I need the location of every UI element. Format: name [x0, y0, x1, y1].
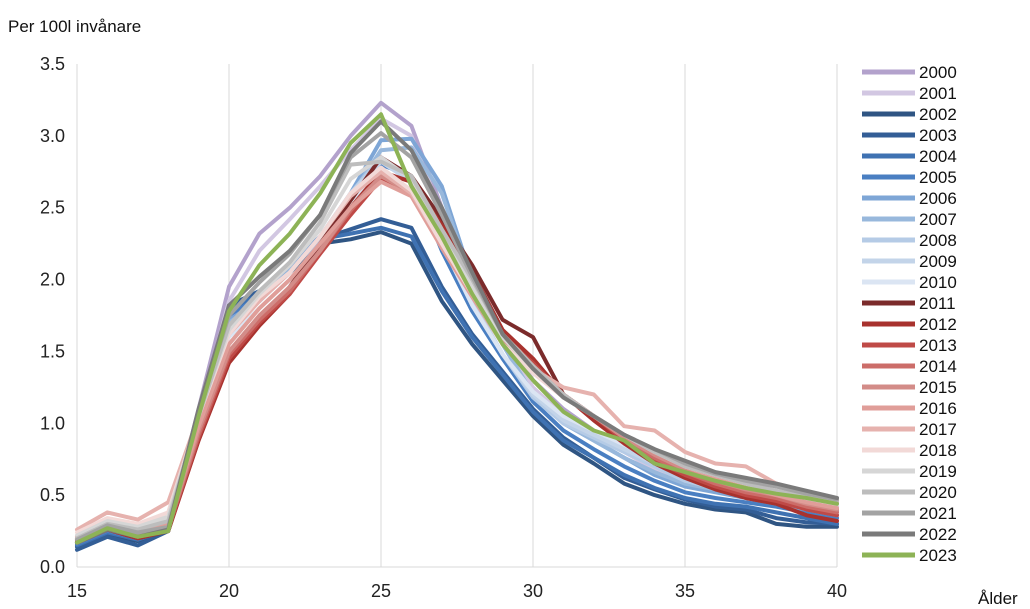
x-tick-labels: 15 20 25 30 35 40	[67, 581, 847, 601]
legend-label-2000: 2000	[919, 63, 957, 82]
y-tick-label: 3.0	[40, 126, 65, 146]
x-tick-label: 25	[371, 581, 391, 601]
legend-label-2001: 2001	[919, 84, 957, 103]
legend-label-2008: 2008	[919, 231, 957, 250]
y-axis-label: Per 100l invånare	[8, 17, 141, 36]
legend-label-2003: 2003	[919, 126, 957, 145]
legend-label-2014: 2014	[919, 357, 957, 376]
x-axis-label: Ålder	[978, 589, 1018, 608]
y-tick-label: 0.5	[40, 485, 65, 505]
legend-label-2023: 2023	[919, 546, 957, 565]
legend-label-2002: 2002	[919, 105, 957, 124]
legend-label-2005: 2005	[919, 168, 957, 187]
y-tick-label: 2.5	[40, 198, 65, 218]
legend-label-2015: 2015	[919, 378, 957, 397]
y-tick-labels: 0.0 0.5 1.0 1.5 2.0 2.5 3.0 3.5	[40, 54, 65, 577]
x-tick-label: 15	[67, 581, 87, 601]
x-tick-label: 20	[219, 581, 239, 601]
x-tick-label: 30	[523, 581, 543, 601]
legend-label-2004: 2004	[919, 147, 957, 166]
series-line-2023	[75, 112, 839, 545]
legend-label-2007: 2007	[919, 210, 957, 229]
legend-label-2006: 2006	[919, 189, 957, 208]
legend-label-2016: 2016	[919, 399, 957, 418]
legend-label-2017: 2017	[919, 420, 957, 439]
legend-label-2011: 2011	[919, 294, 956, 313]
plot-lines	[75, 100, 839, 552]
y-tick-label: 3.5	[40, 54, 65, 74]
legend-label-2022: 2022	[919, 525, 957, 544]
legend-label-2021: 2021	[919, 504, 957, 523]
x-tick-label: 35	[675, 581, 695, 601]
legend-label-2013: 2013	[919, 336, 957, 355]
x-tick-label: 40	[827, 581, 847, 601]
y-tick-label: 0.0	[40, 557, 65, 577]
grid	[76, 64, 838, 568]
y-tick-label: 1.5	[40, 341, 65, 361]
legend-label-2012: 2012	[919, 315, 957, 334]
legend-label-2009: 2009	[919, 252, 957, 271]
y-tick-label: 2.0	[40, 270, 65, 290]
legend-label-2018: 2018	[919, 441, 957, 460]
legend-label-2019: 2019	[919, 462, 957, 481]
legend: 2000 2001 2002 2003 2004 2005 2006 2007 2008 2009…	[862, 63, 957, 565]
y-tick-label: 1.0	[40, 413, 65, 433]
legend-label-2020: 2020	[919, 483, 957, 502]
legend-label-2010: 2010	[919, 273, 957, 292]
